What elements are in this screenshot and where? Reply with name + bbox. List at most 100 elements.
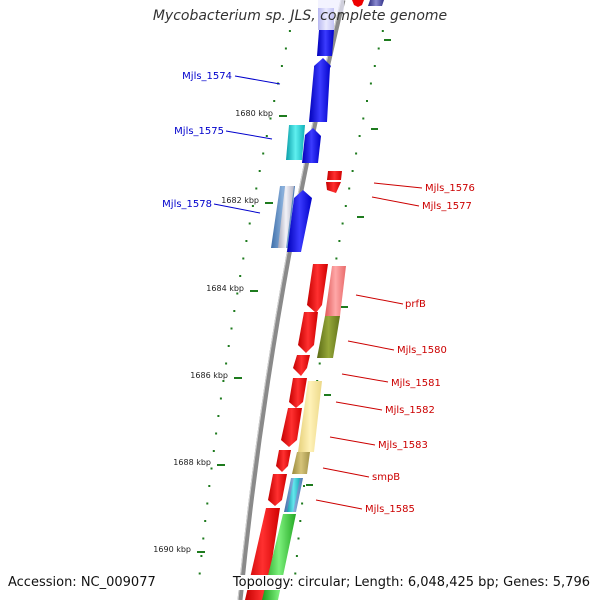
minor-tick: [358, 135, 361, 137]
gene-label-right: smpB: [372, 472, 400, 483]
gene-mjls-1578-grey: [278, 186, 294, 248]
gene-label-right: Mjls_1581: [391, 378, 441, 389]
minor-tick: [377, 47, 380, 50]
scale-ticks-left: [198, 30, 291, 575]
topology-text: Topology: circular; Length: 6,048,425 bp…: [230, 575, 592, 590]
minor-tick: [338, 240, 341, 242]
gene-mjls-1580-red: [298, 312, 318, 353]
gene-label-left: Mjls_1574: [182, 71, 232, 82]
gene-top-red: [352, 0, 364, 7]
minor-tick: [258, 170, 261, 172]
minor-tick: [236, 292, 239, 295]
gene-prfb-red: [307, 264, 328, 313]
gene-label-right: prfB: [405, 299, 426, 310]
minor-tick: [297, 537, 300, 540]
minor-tick: [202, 537, 205, 540]
minor-tick: [288, 30, 291, 32]
minor-tick: [206, 502, 209, 505]
accession-text: Accession: NC_009077: [6, 575, 158, 590]
genome-title: Mycobacterium sp. JLS, complete genome: [152, 8, 448, 24]
minor-tick: [366, 100, 368, 102]
gene-mjls-1581: [293, 355, 310, 376]
gene-mjls-1582-yellow: [298, 381, 322, 452]
gene-smpb-red: [276, 450, 291, 472]
gene-mjls-1585-red: [268, 474, 287, 506]
gene-label-right: Mjls_1585: [365, 504, 415, 515]
minor-tick: [198, 572, 201, 575]
minor-tick: [299, 520, 302, 522]
gene-mjls-1576: [327, 171, 342, 180]
leaders-left: [213, 75, 281, 214]
gene-mjls-1575: [286, 125, 305, 160]
gene-label-right: Mjls_1580: [397, 345, 447, 356]
minor-tick: [269, 117, 272, 120]
minor-tick: [280, 65, 283, 67]
minor-tick: [225, 362, 228, 365]
gene-label-right: Mjls_1577: [422, 201, 472, 212]
gene-mjls-1578-arrow: [287, 190, 312, 252]
minor-tick: [295, 555, 298, 557]
gene-mjls-1583: [281, 408, 302, 447]
minor-tick: [255, 187, 258, 190]
minor-tick: [294, 572, 297, 575]
gene-mjls-1580-olive: [317, 316, 340, 358]
minor-tick: [248, 222, 251, 225]
minor-tick: [217, 415, 220, 417]
scale-label: 1684 kbp: [206, 284, 244, 293]
gene-top-blue: [317, 30, 334, 56]
gene-label-right: Mjls_1582: [385, 405, 435, 416]
minor-tick: [355, 152, 358, 155]
leaders-right: [315, 182, 423, 510]
minor-tick: [208, 485, 211, 487]
gene-label-right: Mjls_1576: [425, 183, 475, 194]
minor-tick: [227, 345, 230, 347]
minor-tick: [284, 47, 287, 50]
minor-tick: [204, 520, 207, 522]
minor-tick: [215, 432, 218, 435]
minor-tick: [251, 205, 254, 207]
minor-tick: [233, 310, 236, 312]
minor-tick: [200, 555, 203, 557]
minor-tick: [212, 450, 215, 452]
gene-mjls-1585-cyan: [287, 478, 300, 512]
minor-tick: [318, 362, 321, 365]
gene-smpb-khaki: [292, 452, 310, 474]
minor-tick: [344, 205, 347, 207]
gene-top-navy: [368, 0, 384, 6]
minor-tick: [351, 170, 354, 172]
scale-label: 1682 kbp: [221, 196, 259, 205]
gene-label-right: Mjls_1583: [378, 440, 428, 451]
gene-mjls-1575-b: [302, 128, 321, 163]
scale-label: 1690 kbp: [153, 545, 191, 554]
gene-top-lavender: [318, 8, 334, 30]
minor-tick: [369, 82, 372, 85]
minor-tick: [381, 30, 384, 32]
scale-label: 1680 kbp: [235, 109, 273, 118]
gene-label-left: Mjls_1578: [162, 199, 212, 210]
minor-tick: [362, 117, 365, 120]
minor-tick: [219, 397, 222, 400]
minor-tick: [265, 135, 268, 137]
scale-major-ticks: [197, 39, 391, 553]
minor-tick: [242, 257, 245, 260]
minor-tick: [273, 100, 276, 102]
gene-mjls-1582-red: [289, 378, 307, 408]
minor-tick: [301, 502, 304, 505]
minor-tick: [335, 257, 338, 260]
minor-tick: [348, 187, 351, 190]
minor-tick: [373, 65, 376, 67]
gene-label-left: Mjls_1575: [174, 126, 224, 137]
minor-tick: [239, 275, 242, 277]
gene-mjls-1574: [309, 58, 331, 122]
gene-prfb-pink: [325, 266, 346, 316]
minor-tick: [245, 240, 248, 242]
minor-tick: [230, 327, 233, 330]
minor-tick: [262, 152, 265, 155]
minor-tick: [210, 467, 213, 470]
minor-tick: [341, 222, 344, 225]
scale-label: 1688 kbp: [173, 458, 211, 467]
gene-mjls-1577: [326, 182, 341, 193]
minor-tick: [222, 380, 225, 382]
